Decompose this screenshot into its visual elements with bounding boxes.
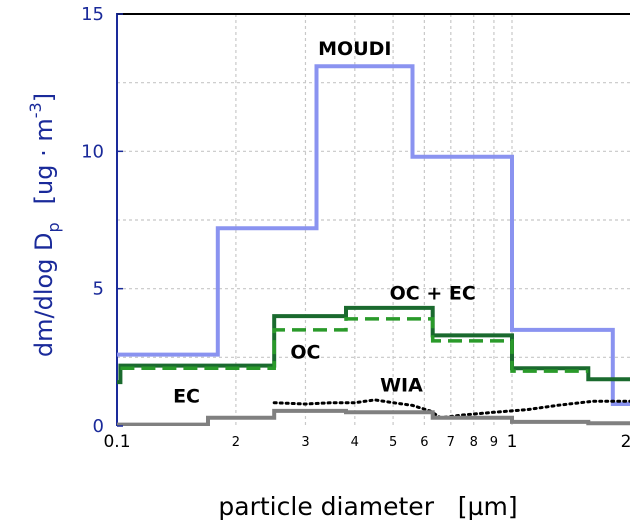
x-tick-labels: 0.1 1 2 2 3 4 5 6 7 8 9 — [103, 432, 630, 452]
series-line-ec — [117, 408, 630, 426]
x-minor-tick-label: 8 — [470, 435, 478, 450]
x-axis-label: particle diameter [µm] — [218, 492, 517, 521]
x-minor-tick-label: 6 — [420, 435, 428, 450]
y-label-units: [ug · m — [30, 118, 58, 204]
y-tick-labels: 0 5 10 15 — [81, 4, 123, 437]
annotation-oc-ec: OC + EC — [390, 283, 476, 305]
x-major-tick-label: 2 — [621, 432, 630, 452]
series-line-moudi — [117, 64, 630, 406]
series-group — [117, 64, 630, 426]
series-line-oc — [120, 317, 589, 373]
y-label-close: ] — [30, 93, 58, 102]
x-minor-tick-label: 2 — [232, 435, 240, 450]
x-minor-tick-label: 9 — [490, 435, 498, 450]
axes — [116, 13, 630, 426]
annotation-moudi: MOUDI — [318, 38, 391, 60]
annotation-ec: EC — [173, 386, 200, 408]
grid-lines — [117, 14, 630, 426]
y-axis-label: dm/dlog Dp [ug · m-3] — [26, 93, 63, 357]
y-tick-label: 5 — [93, 279, 104, 300]
series-line-wia — [272, 398, 630, 420]
annotations: MOUDI OC + EC OC WIA EC — [173, 38, 476, 407]
annotation-wia: WIA — [380, 375, 423, 397]
x-major-tick-label: 1 — [507, 432, 518, 452]
y-tick-label: 10 — [81, 141, 104, 162]
y-label-subscript: p — [44, 222, 63, 232]
x-minor-tick-label: 5 — [389, 435, 397, 450]
y-label-superscript: -3 — [26, 102, 45, 118]
x-minor-tick-label: 3 — [301, 435, 309, 450]
y-tick-label: 0 — [93, 416, 104, 437]
annotation-oc: OC — [290, 342, 320, 364]
x-major-tick-label: 0.1 — [103, 432, 130, 452]
x-minor-tick-label: 4 — [351, 435, 359, 450]
y-label-main: dm/dlog D — [30, 232, 58, 357]
y-tick-label: 15 — [81, 4, 104, 25]
x-minor-tick-label: 7 — [447, 435, 455, 450]
series-line-oc-ec — [117, 305, 630, 385]
